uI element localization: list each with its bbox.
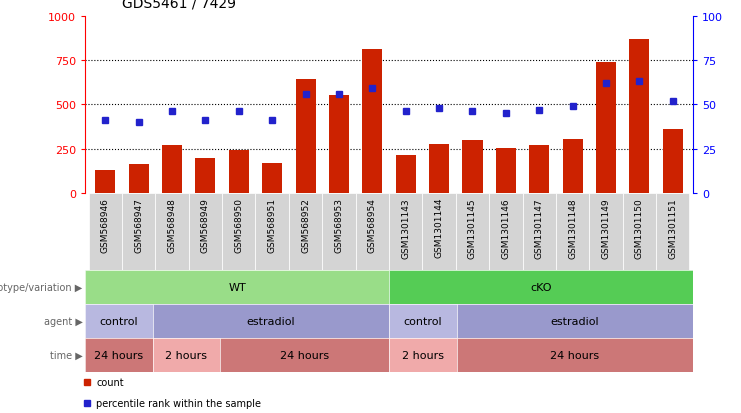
FancyBboxPatch shape <box>389 194 422 270</box>
Text: GSM568951: GSM568951 <box>268 197 276 252</box>
Text: GSM1301145: GSM1301145 <box>468 197 477 258</box>
Text: count: count <box>96 377 124 387</box>
Bar <box>429 145 449 194</box>
Text: GSM568950: GSM568950 <box>234 197 243 252</box>
Text: percentile rank within the sample: percentile rank within the sample <box>96 398 261 408</box>
FancyBboxPatch shape <box>222 194 256 270</box>
Bar <box>129 164 149 194</box>
Bar <box>262 164 282 194</box>
Bar <box>362 50 382 194</box>
Bar <box>296 80 316 194</box>
Text: 24 hours: 24 hours <box>550 350 599 360</box>
Text: control: control <box>403 316 442 326</box>
Text: GSM568946: GSM568946 <box>101 197 110 252</box>
Text: GDS5461 / 7429: GDS5461 / 7429 <box>122 0 236 10</box>
FancyBboxPatch shape <box>122 194 156 270</box>
Bar <box>629 40 649 194</box>
FancyBboxPatch shape <box>489 194 522 270</box>
FancyBboxPatch shape <box>622 194 656 270</box>
Text: GSM568949: GSM568949 <box>201 197 210 252</box>
Text: GSM568948: GSM568948 <box>167 197 176 252</box>
Text: GSM568954: GSM568954 <box>368 197 377 252</box>
Text: GSM568947: GSM568947 <box>134 197 143 252</box>
Bar <box>396 156 416 194</box>
Bar <box>462 140 482 194</box>
FancyBboxPatch shape <box>156 194 189 270</box>
Text: agent ▶: agent ▶ <box>44 316 83 326</box>
FancyBboxPatch shape <box>556 194 589 270</box>
Text: GSM1301146: GSM1301146 <box>502 197 511 258</box>
Bar <box>96 171 116 194</box>
FancyBboxPatch shape <box>322 194 356 270</box>
Text: GSM1301148: GSM1301148 <box>568 197 577 258</box>
Text: 24 hours: 24 hours <box>94 350 144 360</box>
FancyBboxPatch shape <box>89 194 122 270</box>
Bar <box>196 158 216 194</box>
Text: WT: WT <box>228 282 246 292</box>
FancyBboxPatch shape <box>656 194 689 270</box>
Text: GSM1301149: GSM1301149 <box>602 197 611 258</box>
FancyBboxPatch shape <box>422 194 456 270</box>
Text: 2 hours: 2 hours <box>165 350 207 360</box>
Text: GSM1301147: GSM1301147 <box>535 197 544 258</box>
Bar <box>496 149 516 194</box>
FancyBboxPatch shape <box>356 194 389 270</box>
Bar <box>662 130 682 194</box>
Text: estradiol: estradiol <box>247 316 295 326</box>
Text: cKO: cKO <box>530 282 552 292</box>
FancyBboxPatch shape <box>289 194 322 270</box>
Text: GSM568953: GSM568953 <box>334 197 343 252</box>
Bar <box>162 146 182 194</box>
FancyBboxPatch shape <box>456 194 489 270</box>
Bar <box>229 150 249 194</box>
Text: 24 hours: 24 hours <box>280 350 329 360</box>
Text: time ▶: time ▶ <box>50 350 83 360</box>
Text: estradiol: estradiol <box>551 316 599 326</box>
Text: GSM1301150: GSM1301150 <box>635 197 644 258</box>
Bar <box>596 63 616 194</box>
Text: GSM1301151: GSM1301151 <box>668 197 677 258</box>
Text: GSM1301144: GSM1301144 <box>435 197 444 258</box>
FancyBboxPatch shape <box>589 194 622 270</box>
FancyBboxPatch shape <box>256 194 289 270</box>
Text: GSM568952: GSM568952 <box>301 197 310 252</box>
Text: GSM1301143: GSM1301143 <box>401 197 411 258</box>
Text: control: control <box>99 316 139 326</box>
Text: genotype/variation ▶: genotype/variation ▶ <box>0 282 83 292</box>
Bar <box>529 146 549 194</box>
FancyBboxPatch shape <box>189 194 222 270</box>
FancyBboxPatch shape <box>522 194 556 270</box>
Bar <box>329 95 349 194</box>
Text: 2 hours: 2 hours <box>402 350 444 360</box>
Bar <box>562 140 582 194</box>
